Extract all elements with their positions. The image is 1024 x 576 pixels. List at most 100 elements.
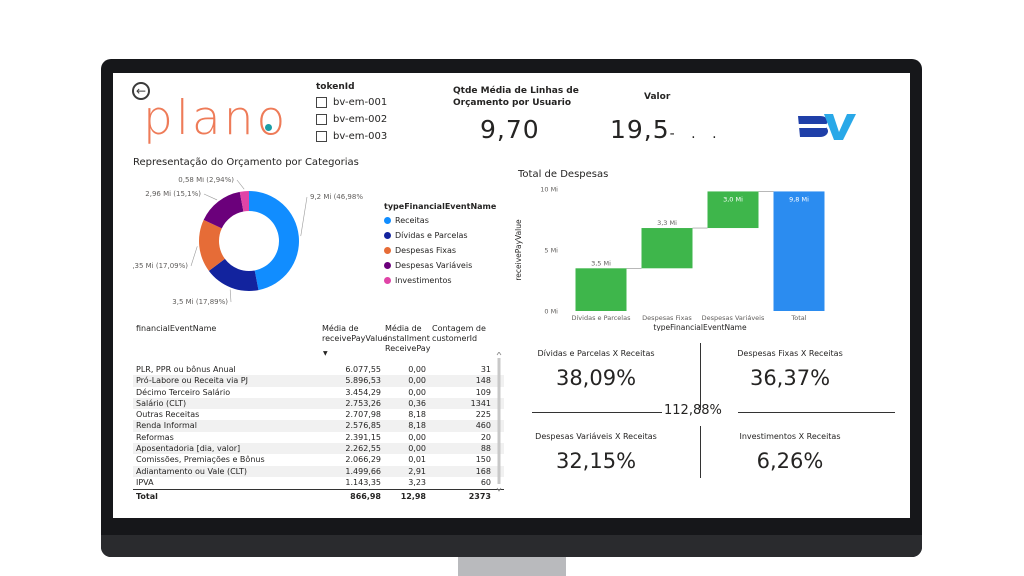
- legend-label: Despesas Variáveis: [395, 261, 473, 270]
- slicer-option-label: bv-em-001: [333, 96, 388, 108]
- row-label: PLR, PPR ou bônus Anual: [136, 365, 236, 374]
- table-cell: 5.896,53: [345, 376, 381, 386]
- table-cell: 1.143,35: [345, 477, 381, 487]
- table-cell: 0,00: [408, 376, 426, 386]
- waterfall-title: Total de Despesas: [518, 169, 609, 180]
- table-cell: 0,01: [408, 455, 426, 465]
- table-cell: 2,91: [408, 466, 426, 476]
- table-row[interactable]: Renda Informal 2.576,85 8,18 460: [133, 420, 504, 432]
- table-cell: 0,00: [408, 387, 426, 397]
- table-cell: 0,36: [408, 398, 426, 408]
- kpi-value: 32,15%: [555, 449, 637, 473]
- data-table: financialEventName Média de receivePayVa…: [133, 324, 504, 503]
- table-cell: 8,18: [408, 421, 426, 431]
- table-cell: 8,18: [408, 410, 426, 420]
- column-header[interactable]: Contagem de customerId: [432, 324, 486, 343]
- table-row[interactable]: Décimo Terceiro Salário 3.454,29 0,00 109: [133, 387, 504, 398]
- table-cell: 2.753,26: [345, 398, 381, 408]
- table-cell: 1.499,66: [345, 466, 381, 476]
- total-cell: 2373: [468, 492, 491, 502]
- total-cell: 866,98: [350, 492, 381, 502]
- table-row[interactable]: Aposentadoria [dia, valor] 2.262,55 0,00 88: [133, 443, 504, 455]
- waterfall-data-label: 3,3 Mi: [657, 219, 677, 227]
- donut-slice[interactable]: [249, 191, 299, 291]
- slicer-option-label: bv-em-003: [333, 130, 388, 142]
- table-cell: 31: [480, 365, 491, 374]
- checkbox[interactable]: [316, 130, 327, 142]
- waterfall-bar[interactable]: [773, 191, 825, 311]
- waterfall-bar[interactable]: [641, 228, 693, 269]
- table-row[interactable]: IPVA 1.143,35 3,23 60: [133, 477, 504, 488]
- sort-desc-icon[interactable]: ▼: [323, 350, 328, 357]
- table-row[interactable]: Outras Receitas 2.707,98 8,18 225: [133, 409, 504, 420]
- kpi-value: 38,09%: [555, 366, 637, 390]
- waterfall-bar[interactable]: [707, 191, 759, 229]
- donut-leader-line: [236, 179, 245, 190]
- donut-leader-line: [229, 289, 232, 303]
- donut-slice[interactable]: [203, 191, 244, 229]
- slicer-option[interactable]: bv-em-003: [316, 129, 387, 143]
- table-scrollbar[interactable]: [496, 352, 502, 492]
- value-card-value: 19,5- . .: [610, 115, 723, 144]
- checkbox[interactable]: [316, 96, 327, 108]
- donut-slice[interactable]: [199, 219, 225, 271]
- legend-item[interactable]: Investimentos: [384, 273, 472, 288]
- kpi-divider-horizontal: [532, 412, 662, 413]
- legend-swatch: [384, 247, 391, 254]
- column-header[interactable]: Média de installment ReceivePay: [385, 324, 431, 353]
- back-arrow-icon[interactable]: ←: [132, 82, 150, 100]
- slicer-option-label: bv-em-002: [333, 113, 388, 125]
- table-cell: 3,23: [408, 477, 426, 487]
- table-cell: 6.077,55: [345, 365, 381, 374]
- legend-item[interactable]: Dívidas e Parcelas: [384, 228, 472, 243]
- legend-item[interactable]: Despesas Variáveis: [384, 258, 472, 273]
- legend-item[interactable]: Despesas Fixas: [384, 243, 472, 258]
- table-row[interactable]: Pró-Labore ou Receita via PJ 5.896,53 0,00…: [133, 375, 504, 387]
- donut-chart: 9,2 Mi (46,98%) 3,5 Mi (17,89%) 3,35 Mi (1…: [133, 177, 363, 306]
- column-header[interactable]: financialEventName: [136, 324, 217, 333]
- logo-dot: [265, 124, 272, 131]
- total-label: Total: [136, 492, 158, 502]
- x-axis-label: typeFinancialEventName: [653, 323, 747, 331]
- row-label: Aposentadoria [dia, valor]: [136, 444, 241, 454]
- kpi-label: Investimentos X Receitas: [739, 432, 841, 441]
- donut-legend: Receitas Dívidas e Parcelas Despesas Fixas…: [384, 213, 472, 288]
- table-row[interactable]: PLR, PPR ou bônus Anual 6.077,55 0,00 31: [133, 364, 504, 375]
- checkbox[interactable]: [316, 113, 327, 125]
- table-cell: 148: [475, 376, 491, 386]
- table-body: PLR, PPR ou bônus Anual 6.077,55 0,00 31 Pró…: [133, 364, 504, 488]
- table-cell: 2.391,15: [345, 432, 381, 442]
- donut-slice[interactable]: [208, 258, 259, 291]
- donut-leader-line: [190, 246, 198, 267]
- table-row[interactable]: Salário (CLT) 2.753,26 0,36 1341: [133, 397, 504, 410]
- table-row[interactable]: Comissões, Premiações e Bônus 2.066,29 0,0…: [133, 454, 504, 465]
- table-cell: 20: [480, 432, 491, 442]
- table-row[interactable]: Adiantamento ou Vale (CLT) 1.499,66 2,91 16…: [133, 465, 504, 477]
- table-cell: 2.066,29: [345, 455, 381, 465]
- y-tick-label: 5 Mi: [544, 247, 558, 255]
- kpi-label: Despesas Fixas X Receitas: [737, 349, 843, 358]
- row-label: Comissões, Premiações e Bônus: [136, 455, 265, 465]
- donut-leader-line: [300, 196, 308, 237]
- donut-data-label: 9,2 Mi (46,98%): [310, 193, 363, 201]
- row-label: Décimo Terceiro Salário: [136, 387, 231, 397]
- waterfall-data-label: 3,0 Mi: [723, 195, 743, 203]
- slicer-option[interactable]: bv-em-001: [316, 95, 387, 109]
- donut-slice[interactable]: [239, 191, 249, 212]
- row-label: Salário (CLT): [136, 398, 187, 408]
- table-cell: 60: [480, 477, 491, 487]
- donut-data-label: 0,58 Mi (2,94%): [178, 177, 234, 184]
- slicer-title: tokenId: [316, 82, 355, 92]
- table-row[interactable]: Reformas 2.391,15 0,00 20: [133, 432, 504, 443]
- avg-lines-value: 9,70: [480, 115, 540, 144]
- table-cell: 2.707,98: [345, 410, 381, 420]
- waterfall-bar[interactable]: [575, 268, 627, 311]
- legend-label: Investimentos: [395, 276, 452, 285]
- bv-logo: BV: [796, 114, 856, 140]
- donut-data-label: 2,96 Mi (15,1%): [145, 190, 201, 198]
- slicer-option[interactable]: bv-em-002: [316, 112, 387, 126]
- legend-item[interactable]: Receitas: [384, 213, 472, 228]
- legend-swatch: [384, 232, 391, 239]
- x-tick-label: Despesas Fixas: [642, 314, 692, 322]
- column-header[interactable]: Média de receivePayValue: [322, 324, 388, 343]
